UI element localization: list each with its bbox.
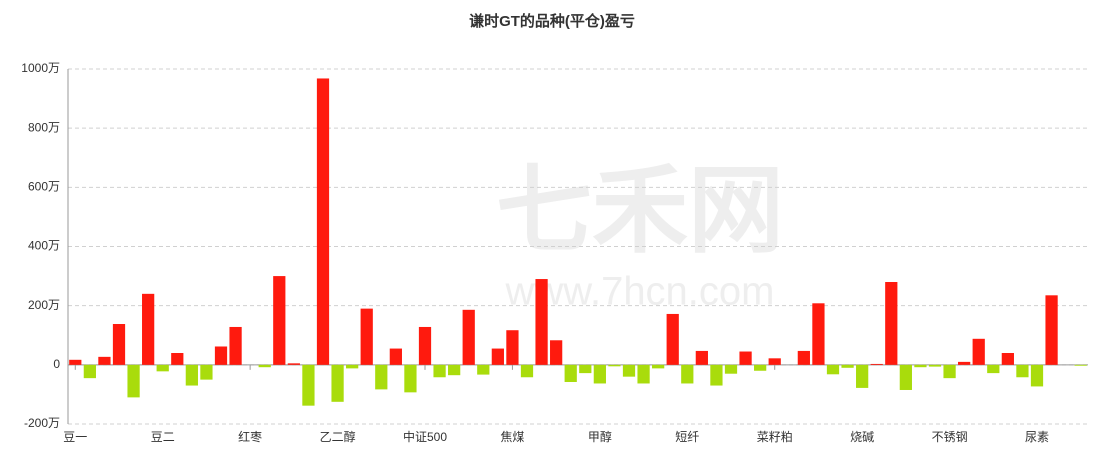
bar bbox=[389, 348, 402, 365]
bar bbox=[1016, 364, 1029, 378]
y-tick-label: 600万 bbox=[28, 180, 60, 194]
x-tick-label: 焦煤 bbox=[500, 430, 524, 444]
x-tick-label: 中证500 bbox=[403, 429, 447, 444]
bar bbox=[185, 364, 198, 386]
bar bbox=[520, 364, 534, 378]
bar bbox=[127, 364, 140, 398]
bar bbox=[171, 353, 184, 365]
bar bbox=[200, 364, 213, 380]
x-tick-label: 红枣 bbox=[238, 429, 262, 444]
bar bbox=[564, 364, 577, 382]
x-tick-label: 烧碱 bbox=[850, 430, 874, 444]
bar bbox=[1074, 364, 1087, 366]
bar bbox=[826, 364, 840, 375]
bar bbox=[1001, 353, 1014, 365]
bar bbox=[448, 364, 461, 376]
bar bbox=[987, 364, 1000, 374]
bar bbox=[943, 364, 956, 379]
bar bbox=[229, 326, 242, 365]
bar bbox=[491, 348, 504, 365]
bar bbox=[608, 364, 621, 367]
watermark: 七禾网 bbox=[496, 157, 784, 264]
bar bbox=[739, 351, 752, 365]
bar bbox=[870, 363, 883, 365]
bar bbox=[375, 364, 388, 390]
bar bbox=[331, 364, 344, 402]
x-tick-label: 菜籽粕 bbox=[757, 429, 793, 444]
bar bbox=[98, 356, 111, 365]
bar bbox=[958, 361, 971, 365]
bar bbox=[768, 358, 781, 365]
bar bbox=[928, 364, 942, 367]
bar bbox=[112, 324, 126, 365]
y-tick-label: 200万 bbox=[28, 298, 60, 312]
bar bbox=[812, 303, 825, 365]
chart-title: 谦时GT的品种(平仓)盈亏 bbox=[469, 12, 635, 30]
bar bbox=[1045, 295, 1058, 365]
y-tick-label: 400万 bbox=[28, 239, 60, 253]
bar bbox=[681, 364, 694, 384]
bar bbox=[652, 364, 665, 369]
bar bbox=[83, 364, 96, 379]
bar bbox=[754, 364, 767, 371]
bar bbox=[622, 364, 636, 377]
bar bbox=[914, 364, 927, 368]
watermark: www.7hcn.com bbox=[505, 270, 775, 314]
bar bbox=[360, 308, 373, 365]
bar bbox=[579, 364, 592, 374]
bar bbox=[724, 364, 738, 374]
x-tick-label: 短纤 bbox=[675, 430, 699, 444]
bar bbox=[433, 364, 446, 378]
bar bbox=[214, 346, 228, 365]
bar bbox=[302, 364, 315, 406]
x-tick-label: 豆二 bbox=[151, 430, 175, 444]
bar bbox=[477, 364, 490, 375]
bar bbox=[506, 330, 519, 365]
y-tick-label: 1000万 bbox=[21, 61, 60, 75]
bar bbox=[418, 326, 432, 365]
bar bbox=[972, 338, 985, 365]
bar bbox=[593, 364, 606, 384]
bar bbox=[404, 364, 417, 393]
bar bbox=[856, 364, 869, 388]
bar bbox=[156, 364, 169, 372]
bar bbox=[142, 293, 155, 365]
bar bbox=[462, 309, 475, 365]
bar bbox=[710, 364, 723, 386]
bar bbox=[316, 78, 330, 365]
y-tick-label: 800万 bbox=[28, 120, 60, 134]
x-tick-label: 豆一 bbox=[63, 430, 87, 444]
y-tick-label: 0 bbox=[53, 357, 60, 371]
bar bbox=[535, 279, 548, 365]
x-tick-label: 乙二醇 bbox=[320, 429, 356, 444]
bar bbox=[69, 359, 82, 365]
bar bbox=[550, 340, 563, 365]
bar bbox=[346, 364, 359, 369]
bar bbox=[666, 313, 679, 365]
bar bbox=[637, 364, 650, 384]
bar bbox=[885, 282, 898, 365]
bar bbox=[273, 276, 286, 365]
y-tick-label: -200万 bbox=[24, 416, 60, 430]
bar bbox=[841, 364, 854, 368]
x-tick-label: 不锈钢 bbox=[932, 430, 968, 444]
bar bbox=[797, 350, 810, 365]
bar bbox=[258, 364, 271, 368]
bar bbox=[287, 363, 300, 365]
bar bbox=[695, 350, 708, 365]
x-tick-label: 尿素 bbox=[1025, 430, 1049, 444]
x-tick-label: 甲醇 bbox=[588, 429, 612, 444]
bar bbox=[899, 364, 912, 390]
bar bbox=[1030, 364, 1044, 387]
